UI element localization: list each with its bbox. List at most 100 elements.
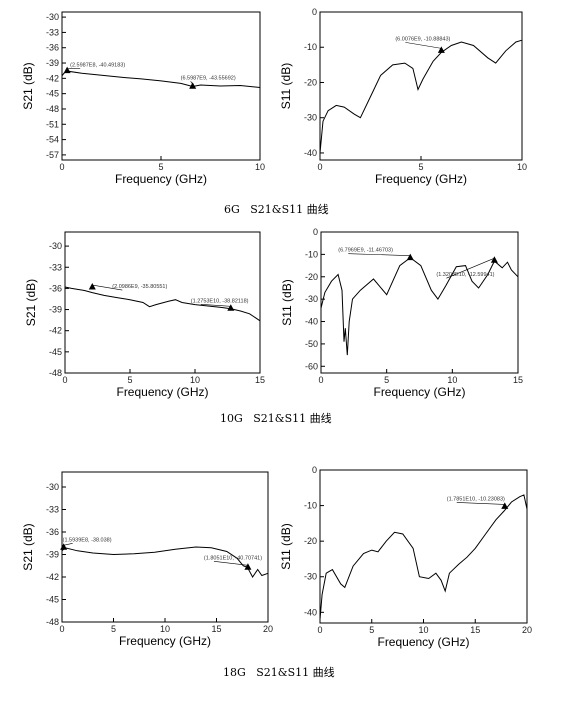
- x-tick-label: 5: [384, 375, 389, 385]
- y-tick-label: -10: [305, 249, 318, 259]
- y-tick-label: -20: [304, 536, 317, 546]
- y-tick-label: -40: [304, 607, 317, 617]
- x-tick-label: 20: [263, 624, 273, 634]
- y-tick-label: -30: [46, 482, 59, 492]
- y-axis-label: S21 (dB): [21, 523, 35, 570]
- annotation-label: (6.0076E9, -10.88843): [395, 36, 450, 42]
- y-tick-label: -30: [305, 294, 318, 304]
- x-tick-label: 10: [447, 375, 457, 385]
- x-tick-label: 10: [517, 162, 527, 172]
- x-axis-label: Frequency (GHz): [375, 172, 467, 186]
- y-tick-label: 0: [313, 227, 318, 237]
- y-tick-label: -45: [46, 595, 59, 605]
- annotation-label: (6.7969E9, -11.46703): [338, 248, 393, 254]
- y-axis-label: S11 (dB): [279, 63, 293, 109]
- y-tick-label: -10: [304, 501, 317, 511]
- y-tick-label: -42: [49, 326, 62, 336]
- x-tick-label: 15: [255, 375, 265, 385]
- y-tick-label: -33: [46, 505, 59, 515]
- y-axis-label: S11 (dB): [280, 279, 294, 325]
- plot-frame: [319, 469, 528, 624]
- x-tick-label: 5: [369, 625, 374, 635]
- marker-point: [60, 543, 68, 550]
- y-axis-label: S21 (dB): [21, 62, 35, 109]
- annotation-label: (1.7851E10, -10.23083): [447, 496, 505, 502]
- y-tick-label: -33: [49, 262, 62, 272]
- annotation-label: (1.5939E8, -38.038): [63, 537, 112, 543]
- y-tick-label: -50: [305, 339, 318, 349]
- y-tick-label: -60: [305, 361, 318, 371]
- y-tick-label: -30: [304, 113, 317, 123]
- y-axis-label: S11 (dB): [279, 523, 293, 569]
- series-line: [61, 70, 261, 88]
- annotation-label: (2.0986E9, -35.80551): [112, 284, 167, 290]
- marker-point: [437, 46, 445, 53]
- caption-10g: 10G S21&S11 曲线: [220, 412, 332, 425]
- x-tick-label: 10: [255, 162, 265, 172]
- y-tick-label: -40: [305, 317, 318, 327]
- y-tick-label: -39: [46, 58, 59, 68]
- x-axis-label: Frequency (GHz): [116, 385, 208, 399]
- y-tick-label: 0: [312, 465, 317, 475]
- x-tick-label: 0: [318, 375, 323, 385]
- annotation-label: (1.8051E10, -40.70741): [204, 555, 262, 561]
- x-tick-label: 0: [317, 625, 322, 635]
- marker-point: [244, 563, 252, 570]
- x-tick-label: 15: [513, 375, 523, 385]
- y-tick-label: -33: [46, 27, 59, 37]
- y-tick-label: -30: [49, 241, 62, 251]
- x-tick-label: 10: [160, 624, 170, 634]
- annotation-label: (1.2753E10, -38.82118): [191, 298, 249, 304]
- annotation-leader: [213, 561, 248, 566]
- y-tick-label: -30: [304, 572, 317, 582]
- x-tick-label: 15: [470, 625, 480, 635]
- annotation-leader: [200, 303, 231, 307]
- x-tick-label: 0: [59, 162, 64, 172]
- x-axis-label: Frequency (GHz): [115, 172, 207, 186]
- y-tick-label: -36: [49, 283, 62, 293]
- annotation-label: (2.5987E8, -40.49183): [70, 63, 125, 69]
- series-line: [61, 546, 269, 578]
- y-tick-label: -30: [46, 12, 59, 22]
- x-tick-label: 5: [158, 162, 163, 172]
- annotation-label: (1.3203E10, -12.59941): [436, 272, 494, 278]
- y-tick-label: -39: [46, 550, 59, 560]
- y-tick-label: -36: [46, 43, 59, 53]
- x-tick-label: 15: [211, 624, 221, 634]
- y-tick-label: -42: [46, 572, 59, 582]
- marker-point: [227, 304, 235, 311]
- caption-6g: 6G S21&S11 曲线: [224, 203, 329, 216]
- annotation-leader: [456, 502, 505, 505]
- y-tick-label: -51: [46, 119, 59, 129]
- annotation-leader: [190, 81, 193, 85]
- series-line: [319, 39, 523, 154]
- y-tick-label: -20: [305, 272, 318, 282]
- y-tick-label: -10: [304, 42, 317, 52]
- y-tick-label: 0: [312, 7, 317, 17]
- plot-frame: [64, 231, 261, 374]
- x-axis-label: Frequency (GHz): [373, 385, 465, 399]
- x-tick-label: 0: [62, 375, 67, 385]
- annotation-leader: [405, 42, 442, 49]
- x-tick-label: 20: [522, 625, 532, 635]
- x-tick-label: 10: [418, 625, 428, 635]
- caption-18g: 18G S21&S11 曲线: [223, 666, 335, 679]
- annotation-leader: [348, 253, 411, 256]
- x-axis-label: Frequency (GHz): [119, 634, 211, 648]
- y-tick-label: -40: [304, 148, 317, 158]
- marker-point: [88, 283, 96, 290]
- y-tick-label: -45: [49, 347, 62, 357]
- annotation-label: (6.5987E9, -43.55692): [181, 75, 236, 81]
- plot-frame: [320, 231, 519, 374]
- x-tick-label: 0: [59, 624, 64, 634]
- y-tick-label: -48: [46, 617, 59, 627]
- y-tick-label: -20: [304, 77, 317, 87]
- marker-point: [490, 256, 498, 263]
- x-tick-label: 0: [317, 162, 322, 172]
- y-tick-label: -48: [46, 104, 59, 114]
